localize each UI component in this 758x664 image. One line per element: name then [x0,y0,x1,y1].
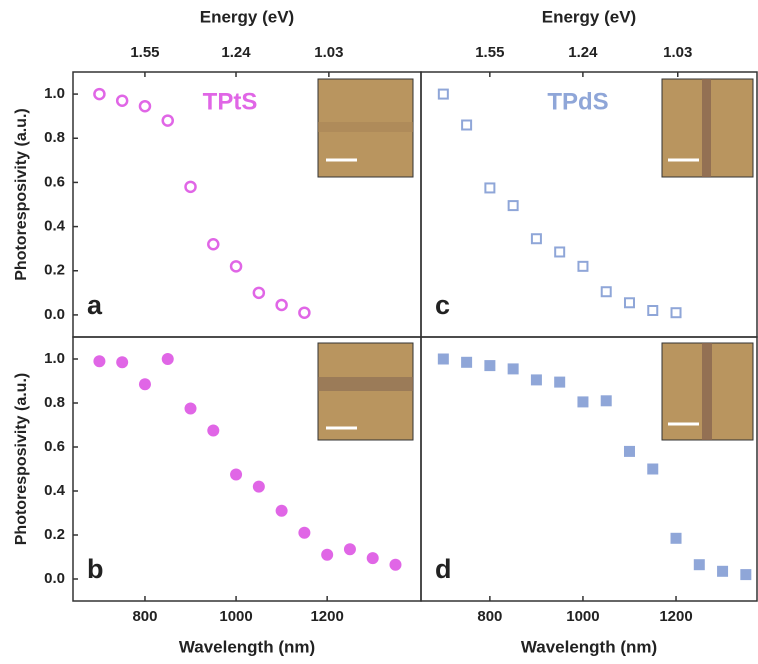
data-point [343,543,356,556]
insets [317,78,754,441]
y-tick-label: 0.0 [44,306,65,323]
x2-tick-label: 1.55 [130,44,159,61]
data-point [507,363,519,375]
data-point [693,559,705,571]
data-point [93,355,106,368]
data-point [507,200,519,212]
data-point [484,182,496,194]
data-point [298,306,311,319]
plot-frame [420,336,758,602]
data-point [138,99,152,113]
sample-label: TPdS [547,88,608,115]
x2-axis-title: Energy (eV) [200,7,294,26]
x-tick-label: 1000 [219,608,252,625]
x2-tick-label: 1.03 [663,44,692,61]
x2-axis-title: Energy (eV) [542,7,636,26]
y-tick-label: 0.4 [44,218,66,235]
data-point [321,548,334,561]
y-tick-label: 0.4 [44,482,66,499]
panel-label: c [435,290,450,320]
data-point [161,114,174,127]
data-point [230,468,243,481]
panel-label: d [435,554,452,584]
data-point [184,180,197,194]
y-axis-title: Photoresposivity (a.u.) [13,373,30,545]
y-tick-label: 0.2 [44,526,65,543]
data-point [366,552,379,565]
inset-band [702,79,711,177]
data-point [740,569,752,581]
data-point [647,463,659,475]
data-point [437,353,449,365]
data-point [207,238,220,251]
data-point [115,94,129,107]
data-point [623,445,635,457]
data-point [161,353,174,365]
data-point [138,378,151,391]
inset-image [317,342,414,441]
y-tick-label: 0.0 [44,570,65,587]
x2-tick-label: 1.55 [475,44,504,61]
y-tick-label: 0.8 [44,394,65,411]
inset-band [318,122,413,132]
data-point [600,395,612,407]
data-point [484,360,496,372]
data-point [116,356,129,369]
data-point [275,298,288,312]
y-tick-label: 0.2 [44,262,65,279]
x-tick-label: 1200 [659,608,692,625]
inset-band [702,343,712,440]
data-point [530,233,542,245]
data-point [184,402,197,415]
data-point [577,260,589,272]
data-point [670,307,682,319]
data-point [577,396,589,408]
data-point [252,480,265,493]
x-axis-title: Wavelength (nm) [179,637,315,656]
panel-label: b [87,554,104,584]
x-axis-title: Wavelength (nm) [521,637,657,656]
panel-label: a [87,290,103,320]
data-point [461,119,473,131]
y-axis-title: Photoresposivity (a.u.) [13,108,30,280]
data-point [623,297,635,309]
data-point [229,260,243,273]
x-tick-label: 800 [132,608,157,625]
data-point [252,286,266,300]
x2-tick-label: 1.24 [221,44,251,61]
data-point [717,565,729,577]
data-point [600,286,612,298]
y-tick-label: 1.0 [44,350,65,367]
x2-tick-label: 1.24 [568,44,598,61]
data-point [530,374,542,386]
data-point [647,305,659,316]
y-tick-label: 0.6 [44,438,65,455]
sample-label: TPtS [203,88,258,115]
y-tick-label: 0.8 [44,129,65,146]
data-point [461,356,473,368]
data-point [554,246,566,258]
inset-band [318,377,413,391]
data-point [670,532,682,544]
x2-tick-label: 1.03 [314,44,343,61]
data-point [93,87,106,101]
data-point [298,526,311,539]
data-point [437,88,449,100]
data-point [275,504,288,517]
data-point [389,558,402,571]
y-tick-label: 0.6 [44,173,65,190]
data-point [554,376,566,388]
x-tick-label: 800 [477,608,502,625]
x-tick-label: 1000 [566,608,599,625]
data-point [207,424,220,437]
y-tick-label: 1.0 [44,85,65,102]
x-tick-label: 1200 [310,608,343,625]
